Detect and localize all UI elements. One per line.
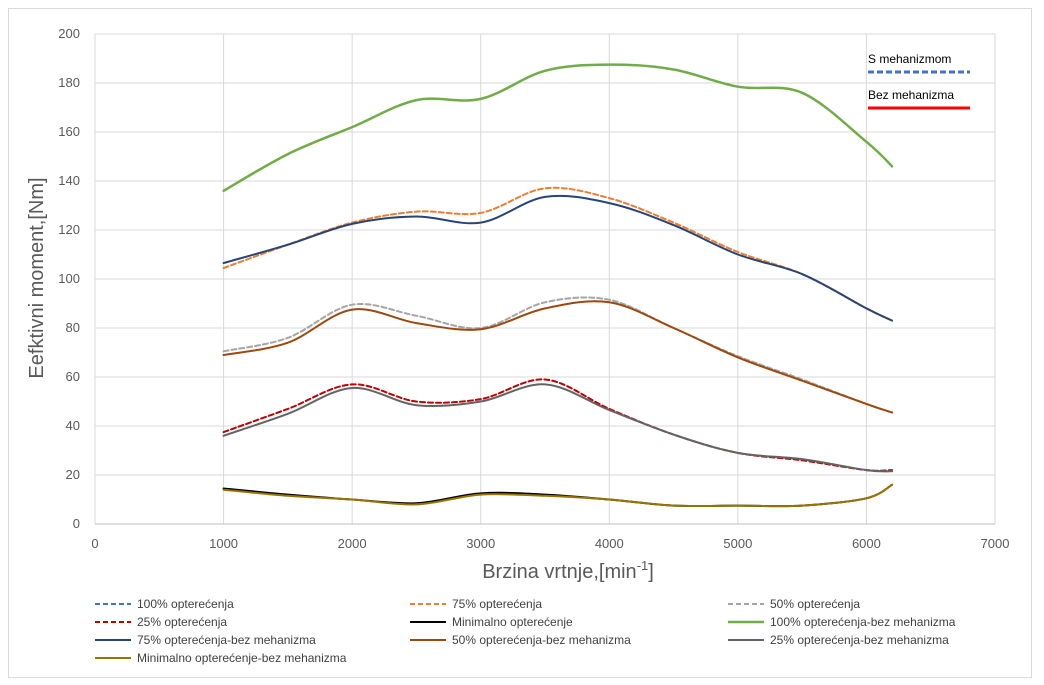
legend-item: 50% opterećenja-bez mehanizma	[410, 633, 631, 647]
legend-item: 25% opterećenja	[95, 615, 227, 629]
legend-label: Minimalno opterećenje-bez mehanizma	[137, 651, 347, 665]
annotation-label: Bez mehanizma	[868, 88, 954, 102]
legend-label: 75% opterećenja-bez mehanizma	[137, 633, 316, 647]
x-tick-label: 5000	[723, 536, 752, 551]
legend-label: 25% opterećenja	[137, 615, 227, 629]
chart-frame	[8, 8, 1032, 678]
x-tick-label: 7000	[981, 536, 1010, 551]
y-tick-label: 160	[58, 124, 80, 139]
y-tick-label: 20	[66, 467, 80, 482]
legend-item: Minimalno opterećenje	[410, 615, 573, 629]
legend-item: 100% opterećenja-bez mehanizma	[728, 615, 956, 629]
legend-label: 100% opterećenja-bez mehanizma	[770, 615, 956, 629]
legend-item: 25% opterećenja-bez mehanizma	[728, 633, 949, 647]
legend-item: 75% opterećenja-bez mehanizma	[95, 633, 316, 647]
legend-label: Minimalno opterećenje	[452, 615, 573, 629]
series-line-7	[222, 194, 894, 322]
legend-label: 25% opterećenja-bez mehanizma	[770, 633, 949, 647]
legend-label: 75% opterećenja	[452, 597, 542, 611]
x-axis-title-main: Brzina vrtnje,[min	[482, 561, 637, 583]
x-tick-label: 0	[91, 536, 98, 551]
legend-layer: 100% opterećenja 75% opterećenja 50% opter…	[95, 597, 956, 665]
y-tick-label: 140	[58, 173, 80, 188]
legend-item: 100% opterećenja	[95, 597, 234, 611]
series-line-3	[222, 296, 894, 414]
y-tick-label: 80	[66, 320, 80, 335]
series-line-6	[222, 63, 894, 193]
y-tick-label: 200	[58, 26, 80, 41]
x-axis-title: Brzina vrtnje,[min-1]	[482, 558, 654, 583]
x-tick-label: 3000	[466, 536, 495, 551]
legend-item: 50% opterećenja	[728, 597, 860, 611]
y-tick-label: 0	[73, 516, 80, 531]
y-axis-title: Eefktivni moment,[Nm]	[26, 177, 48, 378]
y-tick-label: 100	[58, 271, 80, 286]
grid-layer	[94, 33, 996, 525]
x-tick-label: 6000	[852, 536, 881, 551]
series-layer	[222, 63, 894, 508]
x-tick-label: 2000	[338, 536, 367, 551]
series-line-4	[222, 378, 894, 472]
series-line-8	[222, 300, 894, 414]
y-tick-label: 180	[58, 75, 80, 90]
series-line-10	[222, 483, 894, 508]
y-tick-label: 60	[66, 369, 80, 384]
legend-label: 100% opterećenja	[137, 597, 234, 611]
x-axis-title-close: ]	[648, 561, 654, 583]
y-tick-label: 120	[58, 222, 80, 237]
legend-label: 50% opterećenja-bez mehanizma	[452, 633, 631, 647]
legend-item: 75% opterećenja	[410, 597, 542, 611]
x-axis-title-sup: -1	[637, 558, 649, 573]
annotation-label: S mehanizmom	[868, 52, 951, 66]
legend-label: 50% opterećenja	[770, 597, 860, 611]
x-tick-label: 4000	[595, 536, 624, 551]
legend-item: Minimalno opterećenje-bez mehanizma	[95, 651, 347, 665]
y-tick-label: 40	[66, 418, 80, 433]
annotation-layer: S mehanizmom Bez mehanizma	[868, 52, 970, 110]
series-line-9	[222, 383, 894, 473]
x-tick-label: 1000	[209, 536, 238, 551]
